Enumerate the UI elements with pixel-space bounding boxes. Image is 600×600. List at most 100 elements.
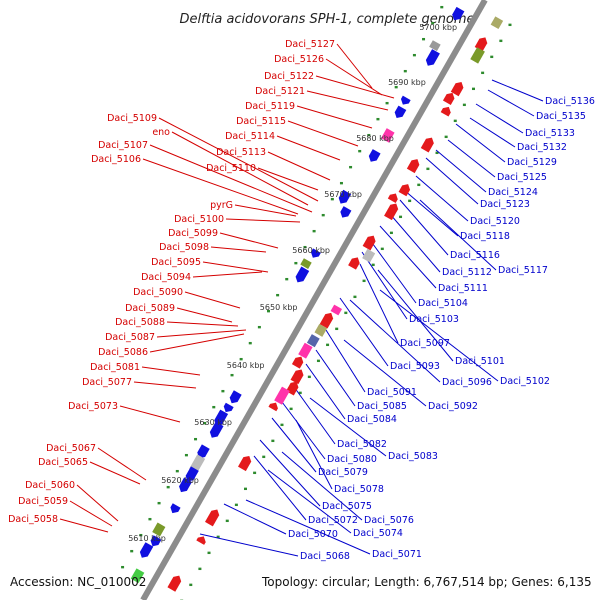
gene-label-reverse[interactable]: Daci_5133: [525, 128, 575, 139]
gene-label-forward[interactable]: Daci_5110: [206, 163, 256, 174]
leader-line: [225, 218, 301, 223]
gene-arrow: [425, 49, 440, 66]
gene-label-forward[interactable]: Daci_5090: [133, 287, 183, 298]
gene-label-forward[interactable]: Daci_5098: [159, 242, 209, 253]
gene-label-forward[interactable]: Daci_5073: [68, 401, 118, 412]
gene-label-reverse[interactable]: Daci_5082: [337, 439, 387, 450]
gene-label-reverse[interactable]: Daci_5112: [442, 267, 492, 278]
scale-mark-label: 5630 kbp: [194, 418, 232, 427]
gene-label-reverse[interactable]: Daci_5116: [450, 250, 500, 261]
gene-label-reverse[interactable]: Daci_5071: [372, 549, 422, 560]
gene-label-reverse[interactable]: Daci_5129: [507, 157, 557, 168]
gene-label-forward[interactable]: Daci_5107: [98, 140, 148, 151]
gene-arrow: [238, 455, 252, 472]
gene-label-reverse[interactable]: Daci_5111: [438, 283, 488, 294]
gene-label-forward[interactable]: Daci_5114: [225, 131, 275, 142]
tick-dot: [271, 439, 275, 443]
gene-label-reverse[interactable]: Daci_5091: [367, 387, 417, 398]
leader-line: [210, 246, 267, 253]
gene-label-forward[interactable]: eno: [152, 127, 170, 138]
gene-label-forward[interactable]: Daci_5113: [216, 147, 266, 158]
gene-label-forward[interactable]: Daci_5106: [91, 154, 141, 165]
gene-box: [300, 258, 312, 269]
gene-label-reverse[interactable]: Daci_5085: [357, 401, 407, 412]
gene-arrow: [348, 257, 360, 270]
gene-label-reverse[interactable]: Daci_5132: [517, 142, 567, 153]
gene-label-forward[interactable]: pyrG: [210, 200, 233, 211]
gene-label-forward[interactable]: Daci_5119: [245, 101, 295, 112]
gene-arrow: [452, 6, 465, 21]
gene-label-reverse[interactable]: Daci_5074: [353, 528, 403, 539]
gene-label-forward[interactable]: Daci_5100: [174, 214, 224, 225]
gene-label-forward[interactable]: Daci_5087: [105, 332, 155, 343]
gene-label-reverse[interactable]: Daci_5118: [460, 231, 510, 242]
tick-dot: [490, 55, 494, 59]
tick-dot: [316, 359, 320, 363]
gene-label-reverse[interactable]: Daci_5135: [536, 111, 586, 122]
gene-label-forward[interactable]: Daci_5065: [38, 457, 88, 468]
gene-arrow: [362, 235, 376, 251]
gene-label-forward[interactable]: Daci_5115: [236, 116, 286, 127]
gene-label-reverse[interactable]: Daci_5070: [288, 529, 338, 540]
gene-arrow: [384, 203, 399, 221]
gene-label-forward[interactable]: Daci_5058: [8, 514, 58, 525]
leader-line: [171, 131, 309, 206]
gene-label-forward[interactable]: Daci_5067: [46, 443, 96, 454]
leader-line: [336, 43, 373, 89]
gene-label-forward[interactable]: Daci_5089: [125, 303, 175, 314]
gene-label-forward[interactable]: Daci_5077: [82, 377, 132, 388]
leader-line: [253, 455, 307, 521]
gene-label-reverse[interactable]: Daci_5123: [480, 199, 530, 210]
gene-label-reverse[interactable]: Daci_5072: [308, 515, 358, 526]
gene-label-reverse[interactable]: Daci_5103: [409, 314, 459, 325]
gene-arrow: [340, 206, 352, 218]
gene-feature: [442, 92, 455, 106]
gene-label-reverse[interactable]: Daci_5120: [470, 216, 520, 227]
gene-label-reverse[interactable]: Daci_5125: [497, 172, 547, 183]
gene-label-forward[interactable]: Daci_5099: [168, 228, 218, 239]
gene-label-reverse[interactable]: Daci_5075: [322, 501, 372, 512]
gene-label-reverse[interactable]: Daci_5068: [300, 551, 350, 562]
leader-line: [97, 447, 147, 481]
topology-summary: Topology: circular; Length: 6,767,514 bp…: [261, 575, 592, 589]
gene-feature: [340, 206, 352, 218]
gene-label-forward[interactable]: Daci_5060: [25, 480, 75, 491]
gene-label-reverse[interactable]: Daci_5097: [400, 338, 450, 349]
gene-label-reverse[interactable]: Daci_5076: [364, 515, 414, 526]
gene-label-reverse[interactable]: Daci_5092: [428, 401, 478, 412]
gene-label-reverse[interactable]: Daci_5083: [388, 451, 438, 462]
gene-label-forward[interactable]: Daci_5081: [90, 362, 140, 373]
gene-label-forward[interactable]: Daci_5109: [107, 113, 157, 124]
gene-label-reverse[interactable]: Daci_5093: [390, 361, 440, 372]
gene-label-forward[interactable]: Daci_5086: [98, 347, 148, 358]
gene-label-forward[interactable]: Daci_5122: [264, 71, 314, 82]
leader-line: [199, 533, 299, 557]
gene-feature: [381, 128, 395, 143]
gene-label-forward[interactable]: Daci_5127: [285, 39, 335, 50]
gene-label-forward[interactable]: Daci_5126: [274, 54, 324, 65]
gene-label-reverse[interactable]: Daci_5084: [347, 414, 397, 425]
gene-label-reverse[interactable]: Daci_5102: [500, 376, 550, 387]
gene-feature: [398, 184, 411, 197]
tick-dot: [330, 197, 334, 201]
leader-line: [469, 117, 516, 148]
gene-label-forward[interactable]: Daci_5121: [255, 86, 305, 97]
leader-line: [325, 58, 383, 96]
scale-mark-label: 5700 kbp: [419, 23, 457, 32]
gene-label-reverse[interactable]: Daci_5104: [418, 298, 468, 309]
gene-label-forward[interactable]: Daci_5088: [115, 317, 165, 328]
gene-label-forward[interactable]: Daci_5059: [18, 496, 68, 507]
gene-label-reverse[interactable]: Daci_5080: [327, 454, 377, 465]
leader-line: [176, 307, 233, 323]
gene-label-reverse[interactable]: Daci_5136: [545, 96, 595, 107]
gene-label-reverse[interactable]: Daci_5101: [455, 356, 505, 367]
gene-label-reverse[interactable]: Daci_5096: [442, 377, 492, 388]
gene-feature: [490, 16, 504, 30]
gene-arrow: [319, 312, 334, 329]
gene-label-reverse[interactable]: Daci_5079: [318, 467, 368, 478]
gene-label-reverse[interactable]: Daci_5078: [334, 484, 384, 495]
gene-label-forward[interactable]: Daci_5095: [151, 257, 201, 268]
gene-label-reverse[interactable]: Daci_5117: [498, 265, 548, 276]
gene-label-reverse[interactable]: Daci_5124: [488, 187, 538, 198]
gene-label-forward[interactable]: Daci_5094: [141, 272, 191, 283]
